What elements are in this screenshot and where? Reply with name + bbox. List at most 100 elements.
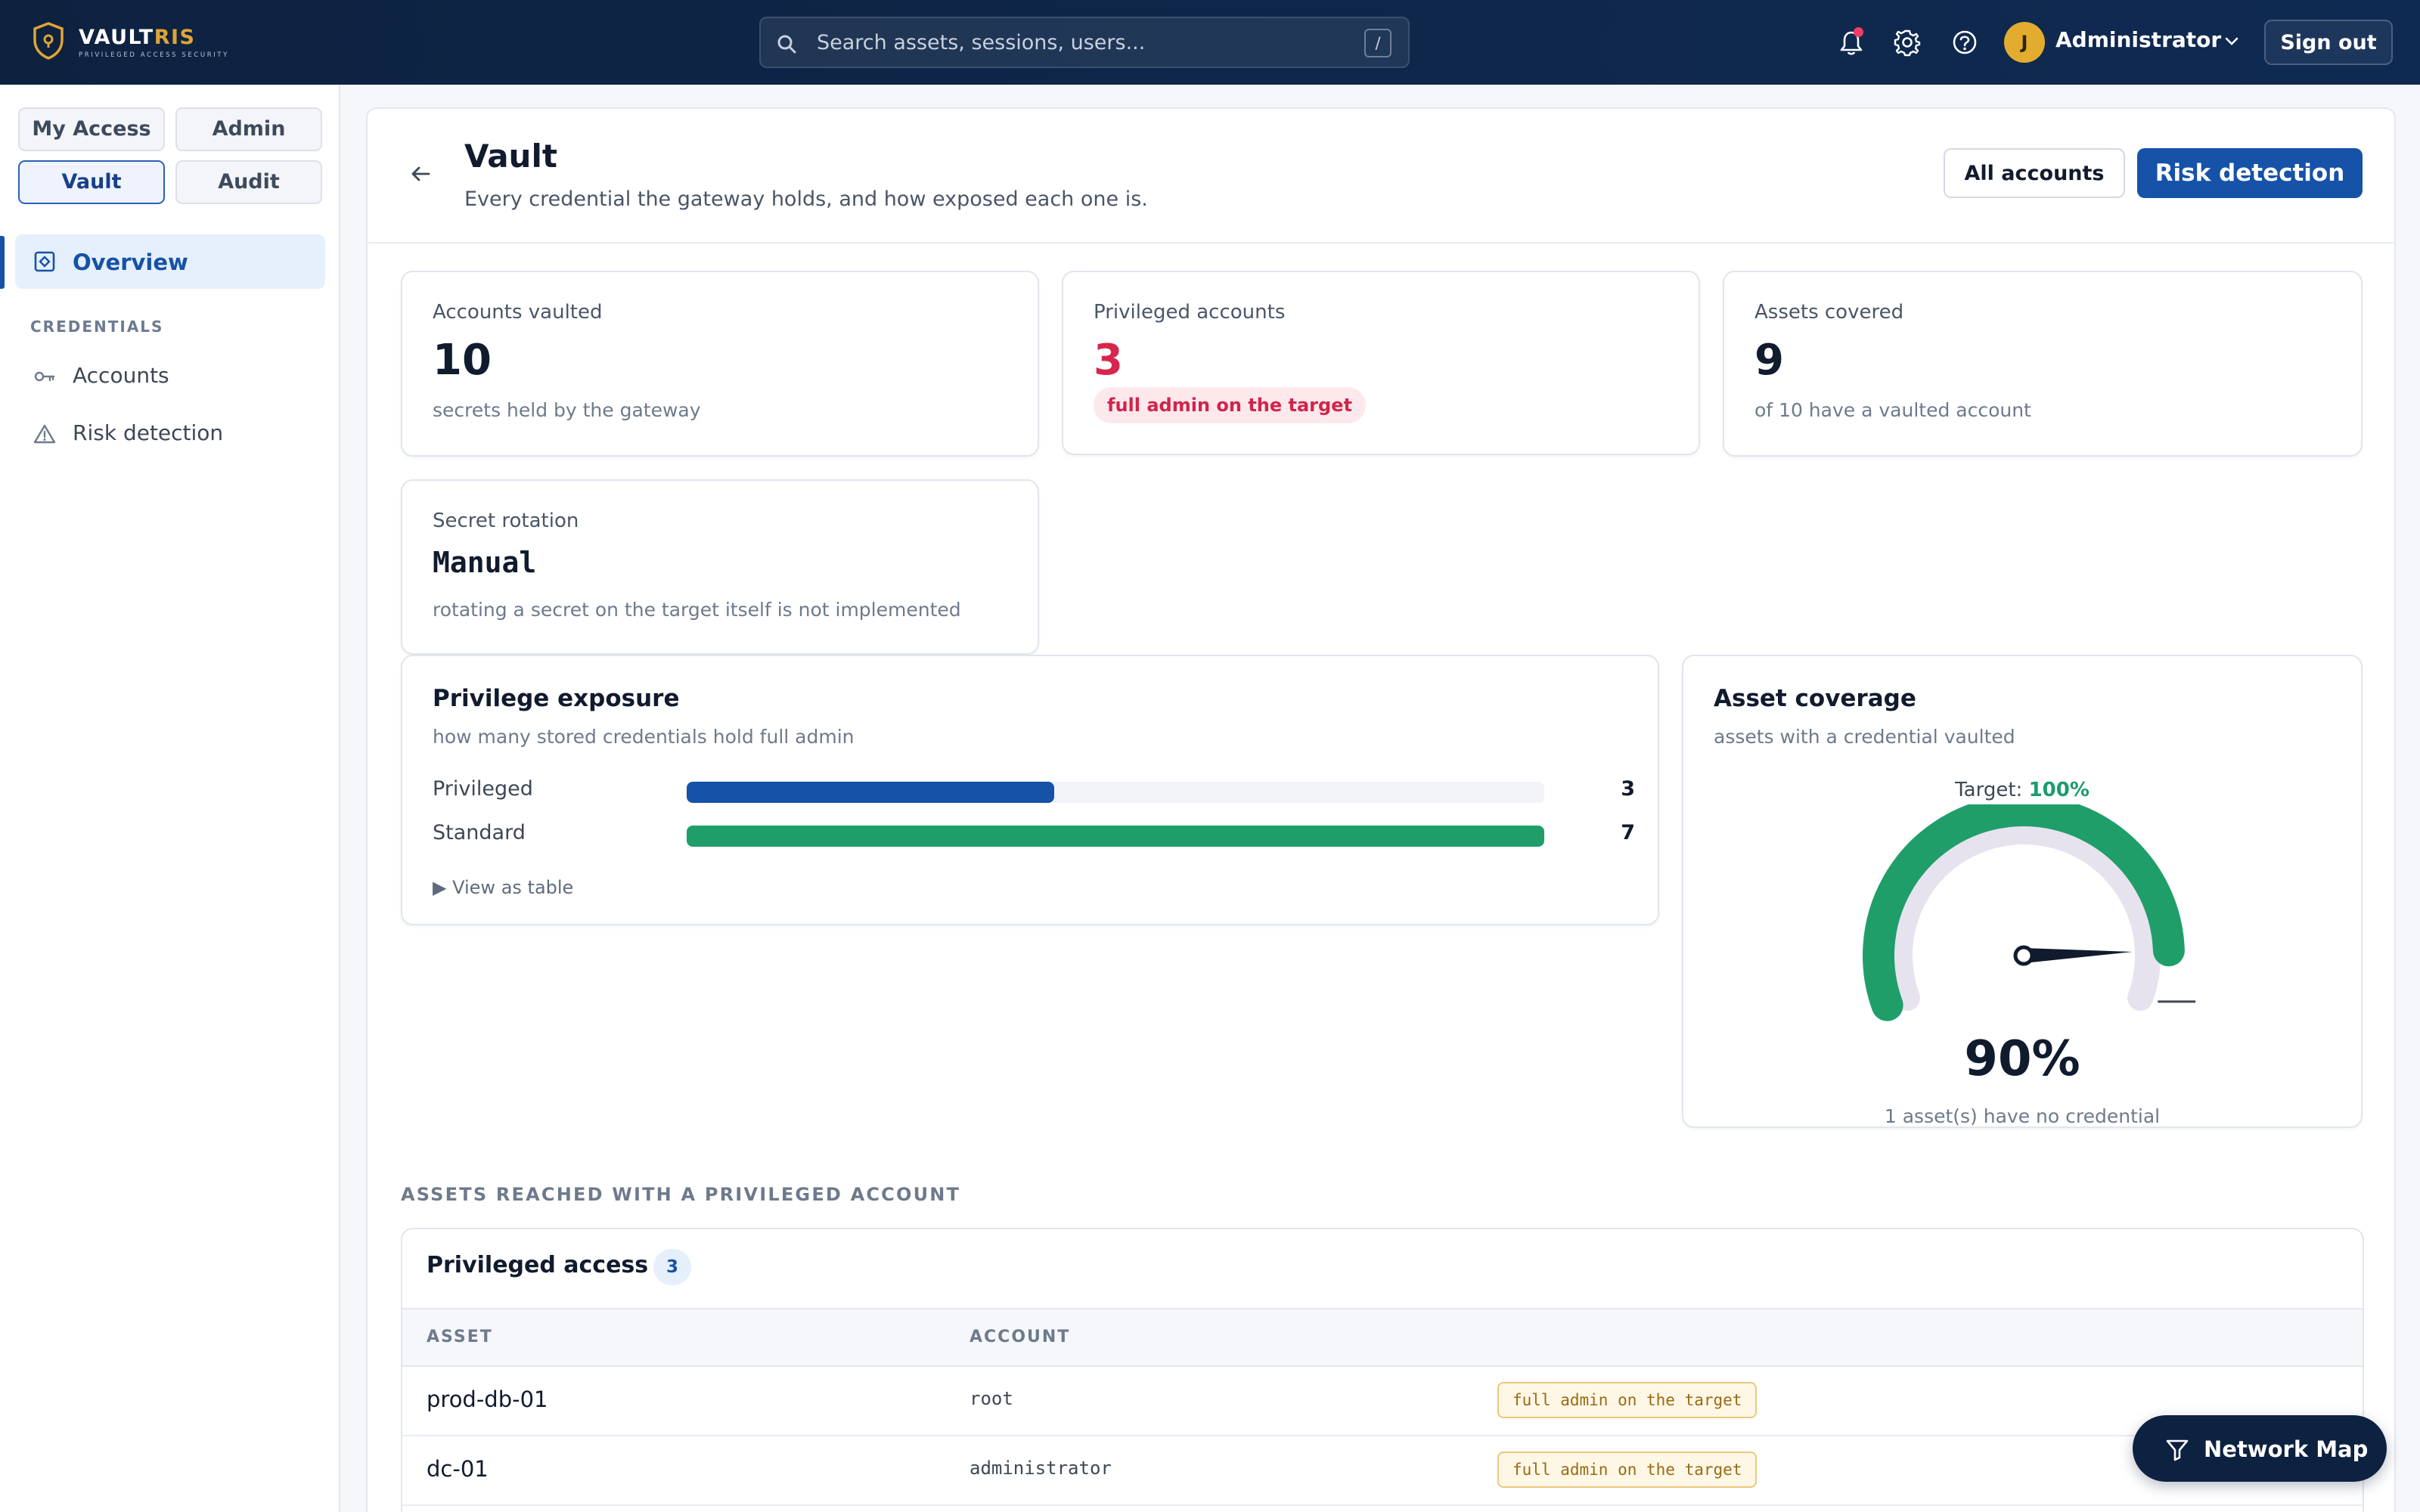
gauge-hub [2013,945,2034,966]
table-title: Privileged access [427,1252,649,1278]
bar-row: Standard 7 [433,820,1635,850]
header-divider [368,242,2394,243]
asset-cell[interactable]: dc-01 [427,1456,489,1482]
sidebar-item-risk-detection[interactable]: Risk detection [15,411,325,457]
help-icon [1953,30,1977,54]
search-shortcut-key: / [1364,29,1392,57]
active-indicator [0,236,5,289]
stat-label: Accounts vaulted [433,301,603,324]
gauge-target-label: Target: [1955,779,2023,801]
bar-track [687,826,1544,847]
search-input[interactable] [817,27,1331,57]
page-subtitle: Every credential the gateway holds, and … [464,187,1148,211]
panel-title: Privilege exposure [433,685,680,712]
bar-track [687,782,1544,803]
gauge-track [1887,818,2161,1012]
shield-logo-icon [33,22,64,60]
stat-note: rotating a secret on the target itself i… [433,599,961,621]
sidebar-item-accounts[interactable]: Accounts [15,354,325,399]
view-as-table-label: View as table [452,877,574,898]
account-cell: administrator [970,1458,1112,1479]
account-cell: root [970,1388,1013,1409]
back-button[interactable] [404,157,437,191]
user-menu-name[interactable]: Administrator [2055,27,2222,52]
notification-dot [1854,27,1863,37]
table-row[interactable]: prod-db-01 root full admin on the target [402,1367,2363,1436]
panel-subtitle: assets with a credential vaulted [1714,726,2015,748]
bar-label: Privileged [433,777,533,801]
help-button[interactable] [1948,26,1981,59]
gauge-fill [1863,804,2185,1021]
tab-my-access[interactable]: My Access [18,107,165,151]
panel-subtitle: how many stored credentials hold full ad… [433,726,855,748]
global-search[interactable]: / [759,17,1410,68]
brand-name: VAULTRIS [79,26,196,49]
stat-card-accounts-vaulted: Accounts vaulted 10 secrets held by the … [401,271,1039,457]
bar-value: 7 [1621,821,1635,844]
privileged-access-table: Privileged access 3 ASSET ACCOUNT prod-d… [401,1228,2364,1512]
column-header-account[interactable]: ACCOUNT [970,1328,1071,1346]
tab-audit[interactable]: Audit [175,160,322,204]
sidebar-item-label: Accounts [73,363,169,388]
asset-cell[interactable]: prod-db-01 [427,1387,548,1412]
table-header: ASSET ACCOUNT [402,1308,2363,1367]
sidebar-item-overview[interactable]: Overview [15,234,325,289]
panel-title: Asset coverage [1714,685,1916,712]
warning-icon [33,424,56,444]
network-map-label: Network Map [2204,1436,2369,1462]
risk-detection-button[interactable]: Risk detection [2137,148,2363,198]
network-map-button[interactable]: Network Map [2133,1415,2387,1482]
count-badge: 3 [653,1249,691,1285]
status-badge: full admin on the target [1094,387,1366,423]
sign-out-button[interactable]: Sign out [2264,20,2393,65]
sidebar-item-label: Overview [73,249,188,275]
stat-card-secret-rotation: Secret rotation Manual rotating a secret… [401,479,1039,655]
user-avatar[interactable]: J [2004,22,2045,63]
gauge-target: Target: 100% [1683,779,2361,801]
column-header-asset[interactable]: ASSET [427,1328,493,1346]
settings-button[interactable] [1891,26,1924,59]
view-as-table-toggle[interactable]: ▶ View as table [433,877,573,898]
page-title: Vault [464,138,557,175]
gauge-target-value: 100% [2028,779,2090,801]
privilege-exposure-panel: Privilege exposure how many stored crede… [401,655,1659,925]
sidebar-section-credentials: CREDENTIALS [30,318,164,336]
main-panel: Vault Every credential the gateway holds… [366,107,2396,1512]
overview-icon [34,251,55,272]
bar-standard [687,826,1544,847]
stat-card-privileged-accounts: Privileged accounts 3 full admin on the … [1062,271,1700,455]
stat-label: Assets covered [1754,301,1904,324]
gauge-note: 1 asset(s) have no credential [1884,1105,2161,1127]
tab-admin[interactable]: Admin [175,107,322,151]
table-row[interactable]: dc-01 administrator full admin on the ta… [402,1436,2363,1506]
stat-value: 10 [433,336,492,385]
section-heading: ASSETS REACHED WITH A PRIVILEGED ACCOUNT [401,1184,961,1205]
gauge-needle [2023,948,2133,963]
brand-tagline: PRIVILEGED ACCESS SECURITY [79,51,229,59]
bar-label: Standard [433,821,526,844]
asset-coverage-panel: Asset coverage assets with a credential … [1682,655,2363,1128]
stat-label: Privileged accounts [1094,301,1286,324]
coverage-gauge [1863,804,2196,1021]
top-bar: VAULTRIS PRIVILEGED ACCESS SECURITY / J … [0,0,2420,85]
all-accounts-button[interactable]: All accounts [1944,148,2125,198]
chevron-down-icon[interactable] [2223,33,2240,50]
caret-right-icon: ▶ [433,877,447,898]
arrow-left-icon [411,166,430,181]
stat-value: 3 [1094,336,1123,385]
sidebar-item-label: Risk detection [73,420,224,445]
gauge-value: 90% [1964,1031,2080,1087]
sidebar: My Access Admin Vault Audit Overview CRE… [0,85,340,1512]
privilege-tag: full admin on the target [1497,1382,1758,1418]
stat-label: Secret rotation [433,510,579,532]
gear-icon [1894,29,1921,57]
bar-row: Privileged 3 [433,776,1635,806]
brand-logo[interactable]: VAULTRIS PRIVILEGED ACCESS SECURITY [32,18,236,64]
bar-privileged [687,782,1054,803]
key-icon [34,371,55,382]
filter-network-icon [2166,1439,2189,1461]
notifications-button[interactable] [1835,26,1868,59]
stat-value: Manual [433,546,537,579]
tab-vault[interactable]: Vault [18,160,165,204]
stat-card-assets-covered: Assets covered 9 of 10 have a vaulted ac… [1723,271,2363,457]
